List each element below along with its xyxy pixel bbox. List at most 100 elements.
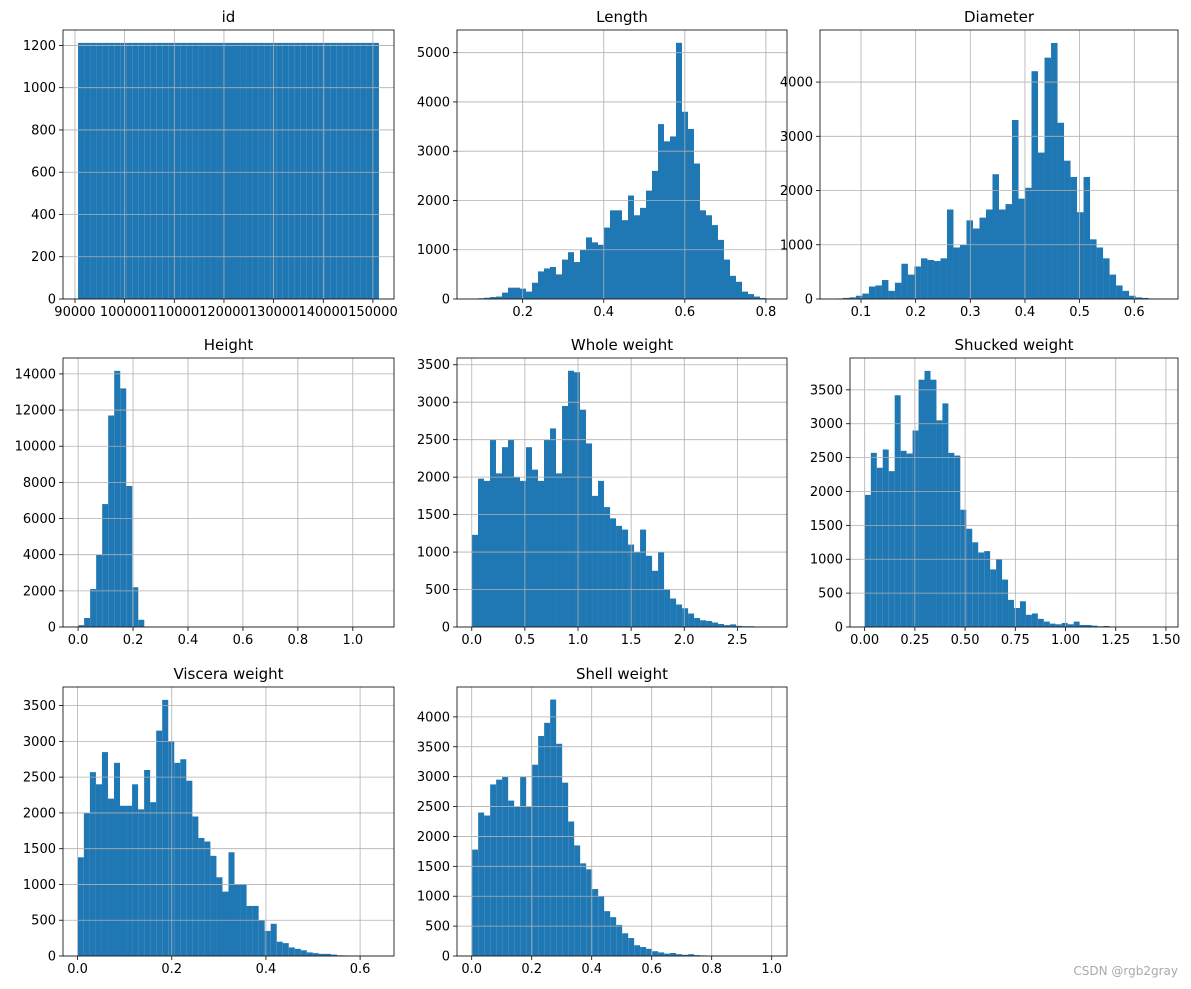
bar <box>1002 579 1009 627</box>
bar <box>1064 160 1071 299</box>
x-tick-label: 1.25 <box>1101 633 1130 648</box>
bar <box>478 812 485 956</box>
bar <box>888 471 895 627</box>
bar <box>282 42 289 300</box>
bar <box>933 261 941 299</box>
y-tick-label: 2000 <box>417 830 450 845</box>
bar <box>646 948 653 956</box>
bar <box>894 282 902 299</box>
bar <box>610 518 617 627</box>
bar <box>544 439 551 627</box>
bar <box>912 430 919 627</box>
x-tick-label: 0.3 <box>960 305 981 320</box>
y-tick-label: 500 <box>818 587 843 602</box>
bar <box>246 905 253 956</box>
bar <box>89 772 96 956</box>
y-tick-label: 3000 <box>23 735 56 750</box>
bar <box>1073 621 1080 627</box>
y-tick-label: 0 <box>48 621 56 636</box>
bar <box>1044 57 1052 300</box>
x-tick-label: 0.8 <box>701 962 722 977</box>
bar <box>953 247 960 299</box>
bar <box>126 485 133 627</box>
x-tick-label: 0.00 <box>850 633 879 648</box>
x-tick-label: 1.0 <box>761 962 782 977</box>
bar <box>556 473 563 627</box>
bar <box>907 274 915 299</box>
bar <box>550 428 557 627</box>
bar <box>592 242 598 299</box>
bar <box>1061 622 1068 627</box>
bar <box>979 217 986 299</box>
y-tick-label: 8000 <box>23 476 56 491</box>
x-tick-label: 0.75 <box>1001 633 1030 648</box>
x-tick-label: 0.1 <box>851 305 872 320</box>
x-tick-label: 0.6 <box>1124 305 1145 320</box>
y-tick-label: 14000 <box>15 367 56 382</box>
bar <box>312 42 319 300</box>
bar <box>640 207 646 299</box>
bar <box>538 480 545 627</box>
y-tick-label: 0 <box>48 950 56 965</box>
bar <box>1005 204 1013 299</box>
bar <box>960 509 967 627</box>
bar <box>1008 599 1014 627</box>
bar <box>901 263 908 299</box>
y-tick-label: 1000 <box>23 878 56 893</box>
y-tick-label: 1000 <box>417 243 450 258</box>
bar <box>162 42 169 300</box>
bar <box>77 857 84 956</box>
bar <box>360 42 367 300</box>
bar <box>556 274 562 299</box>
bar <box>972 542 979 627</box>
bar <box>354 42 361 300</box>
bar <box>84 42 91 300</box>
bar <box>664 953 671 956</box>
bar <box>670 136 676 299</box>
bar <box>724 625 731 627</box>
chart-title: Length <box>596 8 648 26</box>
chart-title: Height <box>204 336 254 354</box>
bar <box>174 762 181 956</box>
bar <box>652 951 659 956</box>
bar <box>306 952 313 956</box>
bar <box>562 259 568 299</box>
bar <box>216 42 223 300</box>
x-tick-label: 140000 <box>298 305 348 320</box>
bar <box>144 42 151 300</box>
y-tick-label: 2000 <box>810 485 843 500</box>
y-tick-label: 200 <box>31 250 56 265</box>
bar <box>694 955 701 956</box>
bar <box>210 42 217 300</box>
bar <box>868 286 876 299</box>
y-tick-label: 2500 <box>23 771 56 786</box>
y-tick-label: 3500 <box>23 699 56 714</box>
y-tick-label: 400 <box>31 208 56 223</box>
bar <box>894 395 901 627</box>
bar <box>150 802 157 956</box>
bar <box>507 439 515 627</box>
bar <box>900 450 907 627</box>
bar <box>1049 623 1056 627</box>
bar <box>306 42 313 300</box>
axes-frame <box>456 29 788 300</box>
bar <box>881 280 889 299</box>
bar <box>628 195 634 299</box>
bar <box>580 863 587 956</box>
y-tick-label: 0 <box>442 950 450 965</box>
bar <box>222 42 229 300</box>
y-tick-label: 5000 <box>417 46 450 61</box>
bar <box>688 129 694 299</box>
x-tick-label: 0.4 <box>178 633 199 648</box>
bar <box>330 42 337 300</box>
x-tick-label: 1.5 <box>621 633 642 648</box>
bar <box>132 587 139 627</box>
chart-title: Whole weight <box>571 336 673 354</box>
x-tick-label: 0.4 <box>1015 305 1036 320</box>
bar <box>138 809 145 956</box>
bar <box>180 42 187 300</box>
y-tick-label: 1500 <box>810 519 843 534</box>
bar <box>132 784 139 956</box>
bar <box>508 800 515 956</box>
bar <box>1031 71 1039 299</box>
